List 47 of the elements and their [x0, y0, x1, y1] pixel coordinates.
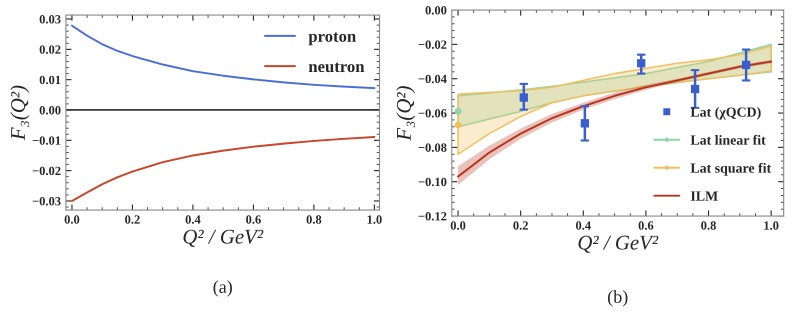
y-tick-label: 0.03 — [40, 15, 61, 24]
x-tick-label: 0.4 — [576, 221, 591, 230]
x-axis-title: Q² / GeV² — [183, 230, 264, 247]
y-tick-label: −0.03 — [32, 196, 61, 206]
legend-label: proton — [308, 32, 356, 46]
text: (b) — [608, 290, 628, 307]
point — [580, 119, 590, 128]
x-tick-label: 1.0 — [764, 221, 778, 230]
y-tick-label: 0.01 — [40, 76, 60, 84]
y-tick-label: −0.02 — [32, 166, 61, 176]
x-tick-label: 0.8 — [306, 215, 322, 224]
point — [690, 84, 700, 94]
y-tick-label: 0.00 — [426, 6, 446, 15]
y-tick-label: 0.00 — [40, 106, 61, 115]
y-axis-title: F₃(Q²) — [396, 86, 416, 141]
legend-label: Lat (χQCD) — [690, 107, 761, 120]
legend-label: Lat linear fit — [690, 134, 766, 145]
x-tick-label: 0.8 — [701, 221, 716, 230]
y-tick-label: −0.10 — [418, 178, 446, 186]
x-tick-label: 0.0 — [64, 215, 80, 224]
legend-label: neutron — [308, 62, 364, 72]
y-tick-label: −0.01 — [32, 136, 60, 145]
text: (a) — [213, 280, 232, 297]
y-tick-label: −0.02 — [418, 40, 446, 49]
x-tick-label: 0.4 — [186, 215, 201, 224]
legend-label: Lat square fit — [690, 162, 772, 176]
point — [454, 108, 462, 115]
legend-label: ILM — [690, 191, 718, 201]
x-tick-label: 0.6 — [638, 221, 654, 230]
point — [637, 59, 646, 68]
x-tick-label: 0.2 — [513, 221, 528, 230]
point — [520, 93, 528, 102]
y-axis-title: F₃(Q²) — [10, 86, 30, 140]
line-series — [70, 136, 376, 202]
x-tick-label: 0.0 — [450, 221, 466, 230]
y-tick-label: −0.04 — [418, 74, 447, 84]
point — [742, 60, 750, 70]
x-tick-label: 0.2 — [125, 215, 140, 224]
y-tick-label: 0.02 — [40, 45, 61, 54]
x-axis-title: Q² / GeV² — [578, 236, 658, 253]
point — [454, 122, 462, 129]
x-tick-label: 1.0 — [368, 215, 382, 224]
line-series — [70, 24, 376, 90]
y-tick-label: −0.12 — [418, 212, 446, 221]
y-tick-label: −0.06 — [418, 109, 447, 118]
y-tick-label: −0.08 — [418, 143, 447, 152]
x-tick-label: 0.6 — [246, 215, 261, 224]
